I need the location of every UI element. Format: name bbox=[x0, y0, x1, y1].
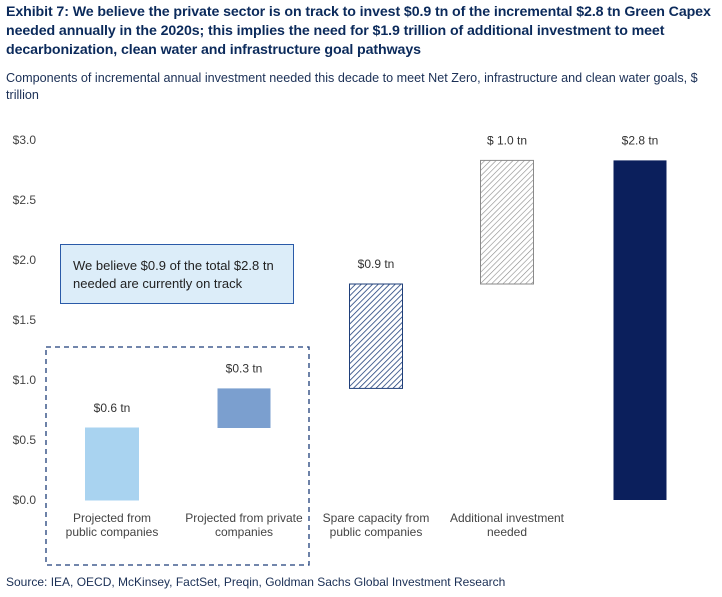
bar bbox=[480, 159, 534, 285]
bar bbox=[613, 160, 667, 500]
data-label: $ 1.0 tn bbox=[487, 133, 527, 147]
private-sector-dashed-box bbox=[45, 346, 310, 566]
source-note: Source: IEA, OECD, McKinsey, FactSet, Pr… bbox=[6, 575, 506, 589]
chart-title: Exhibit 7: We believe the private sector… bbox=[6, 4, 711, 58]
category-label: public companies bbox=[66, 525, 159, 539]
data-label: $0.6 tn bbox=[94, 401, 131, 415]
y-tick-label: $0.5 bbox=[13, 433, 37, 447]
y-tick-label: $1.5 bbox=[13, 313, 37, 327]
callout-box: We believe $0.9 of the total $2.8 tn nee… bbox=[60, 244, 294, 304]
bar bbox=[349, 283, 403, 389]
category-label: companies bbox=[215, 525, 273, 539]
bar bbox=[85, 427, 139, 501]
bar bbox=[217, 388, 271, 428]
data-label: $0.9 tn bbox=[358, 257, 395, 271]
data-label: $0.3 tn bbox=[226, 361, 263, 375]
category-label: Projected from bbox=[73, 511, 151, 525]
category-label: public companies bbox=[330, 525, 423, 539]
category-label: Projected from private bbox=[185, 511, 303, 525]
category-label: Additional investment bbox=[450, 511, 565, 525]
category-label: Spare capacity from bbox=[323, 511, 430, 525]
y-tick-label: $1.0 bbox=[13, 373, 37, 387]
y-tick-label: $2.5 bbox=[13, 193, 37, 207]
y-tick-label: $2.0 bbox=[13, 253, 37, 267]
category-label: needed bbox=[487, 525, 527, 539]
data-label: $2.8 tn bbox=[622, 133, 659, 147]
chart-subtitle: Components of incremental annual investm… bbox=[6, 71, 698, 102]
y-tick-label: $3.0 bbox=[13, 133, 37, 147]
y-tick-label: $0.0 bbox=[13, 493, 37, 507]
